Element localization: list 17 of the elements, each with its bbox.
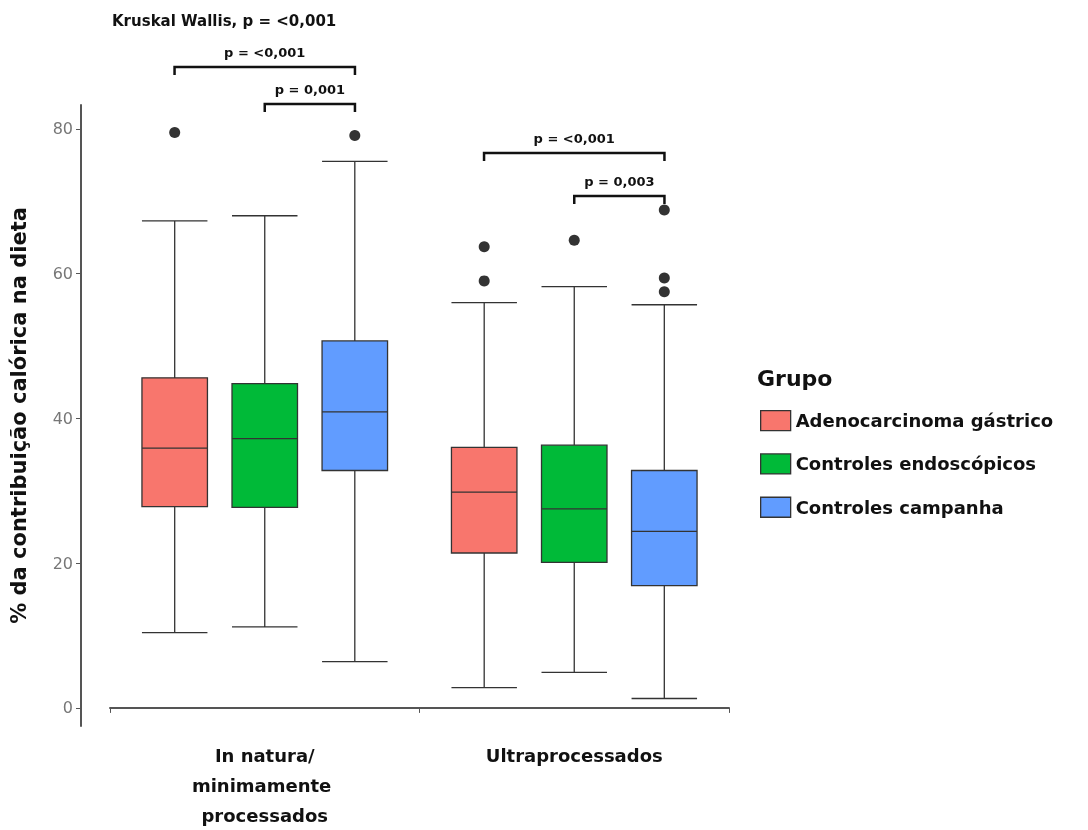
- y-tick-label: 40: [52, 408, 73, 428]
- x-tick-label: Ultraprocessados: [485, 744, 663, 766]
- y-axis-title: % da contribuição calórica na dieta: [6, 207, 31, 624]
- annotation: p = <0,001: [533, 131, 615, 146]
- x-tick-label: In natura/minimamente processados: [191, 744, 338, 826]
- chart-title: Kruskal Wallis, p = <0,001: [112, 11, 337, 30]
- y-tick-label: 80: [52, 119, 73, 139]
- text: p = <0,001: [224, 45, 306, 60]
- text: p = 0,001: [274, 82, 346, 97]
- y-tick-label: 0: [62, 698, 73, 718]
- legend-label: Adenocarcinoma gástrico: [795, 410, 1054, 432]
- annotation: p = 0,003: [584, 174, 655, 189]
- legend-label: Controles campanha: [795, 496, 1004, 518]
- legend-label: Controles endoscópicos: [795, 453, 1037, 475]
- legend-title: Grupo: [757, 365, 833, 391]
- y-tick-label: 20: [52, 553, 73, 573]
- y-tick-label: 60: [52, 264, 73, 284]
